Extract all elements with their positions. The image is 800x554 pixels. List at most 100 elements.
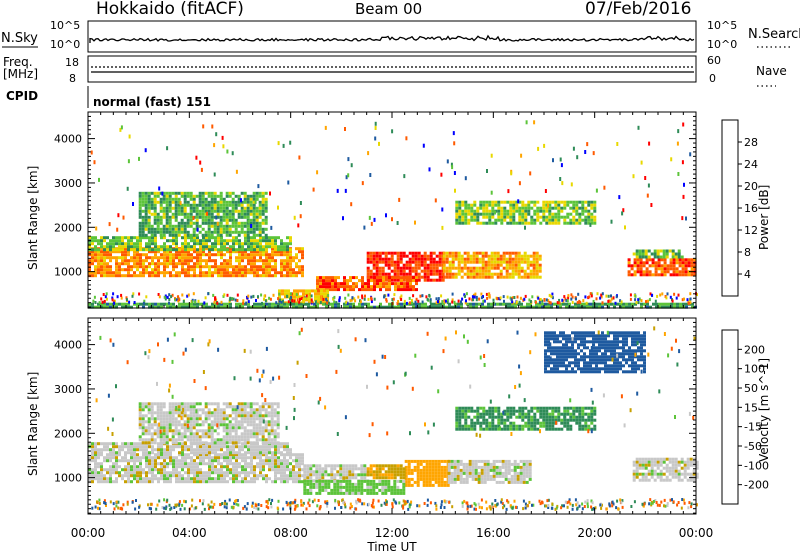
data-cell <box>463 263 467 267</box>
data-cell <box>298 305 301 309</box>
data-cell <box>165 215 169 219</box>
data-cell <box>208 253 211 257</box>
noise-cell <box>451 298 454 302</box>
data-cell <box>249 203 253 207</box>
data-cell <box>178 465 181 469</box>
sparse-echo <box>682 194 685 199</box>
data-cell <box>472 251 476 255</box>
data-cell <box>250 448 253 452</box>
data-cell <box>447 471 451 475</box>
sparse-echo <box>434 198 437 203</box>
data-cell <box>259 236 262 240</box>
data-cell <box>256 453 259 457</box>
data-cell <box>193 239 196 243</box>
data-cell <box>378 272 382 276</box>
data-cell <box>439 305 442 309</box>
data-cell <box>651 258 655 262</box>
data-cell <box>211 302 214 306</box>
data-cell <box>306 479 310 483</box>
data-cell <box>106 236 109 240</box>
data-cell <box>259 250 262 254</box>
data-cell <box>616 302 619 306</box>
data-cell <box>420 254 424 258</box>
data-cell <box>474 477 478 481</box>
data-cell <box>638 249 642 253</box>
data-cell <box>349 279 352 283</box>
data-cell <box>566 221 570 225</box>
data-cell <box>244 465 247 469</box>
sparse-echo <box>158 186 161 191</box>
data-cell <box>284 292 287 296</box>
data-cell <box>193 468 196 472</box>
data-cell <box>484 254 488 258</box>
data-cell <box>317 295 320 299</box>
data-cell <box>283 477 286 481</box>
data-cell <box>211 305 214 309</box>
data-cell <box>468 474 472 478</box>
data-cell <box>274 462 277 466</box>
data-cell <box>241 256 244 260</box>
data-cell <box>238 445 241 449</box>
data-cell <box>262 274 265 278</box>
data-cell <box>467 209 471 213</box>
data-cell <box>213 215 217 219</box>
data-cell <box>160 445 163 449</box>
noise-cell <box>571 301 574 304</box>
data-cell <box>222 215 226 219</box>
data-cell <box>247 262 250 266</box>
noise-cell <box>648 298 651 302</box>
data-cell <box>246 212 250 216</box>
data-cell <box>118 242 121 246</box>
data-cell <box>284 295 287 299</box>
data-cell <box>211 236 214 240</box>
data-cell <box>141 224 145 228</box>
data-cell <box>513 468 517 472</box>
beam-title: Beam 00 <box>355 0 422 18</box>
data-cell <box>207 203 211 207</box>
data-cell <box>400 285 403 289</box>
data-cell <box>366 257 370 261</box>
data-cell <box>443 459 447 463</box>
data-cell <box>208 459 211 463</box>
data-cell <box>641 249 645 253</box>
data-cell <box>196 253 199 257</box>
data-cell <box>130 248 133 252</box>
data-cell <box>255 227 259 231</box>
data-cell <box>244 462 247 466</box>
data-cell <box>91 448 94 452</box>
sparse-echo <box>368 215 371 220</box>
data-cell <box>145 445 148 449</box>
data-cell <box>237 200 241 204</box>
data-cell <box>178 274 181 278</box>
data-cell <box>160 474 163 478</box>
data-cell <box>301 474 304 478</box>
data-cell <box>361 276 364 280</box>
data-cell <box>235 456 238 460</box>
data-cell <box>523 305 526 309</box>
data-cell <box>536 200 540 204</box>
noise-cell <box>277 297 280 301</box>
data-cell <box>407 483 411 487</box>
data-cell <box>220 456 223 460</box>
data-cell <box>627 258 631 262</box>
data-cell <box>103 456 106 460</box>
data-cell <box>462 468 466 472</box>
noise-cell <box>320 295 323 299</box>
data-cell <box>283 462 286 466</box>
data-cell <box>298 456 301 460</box>
data-cell <box>530 215 534 219</box>
data-cell <box>298 474 301 478</box>
nave-tick-high: 60 <box>707 54 721 67</box>
data-cell <box>231 203 235 207</box>
data-cell <box>199 451 202 455</box>
sparse-echo <box>270 225 273 230</box>
data-cell <box>229 256 232 260</box>
data-cell <box>184 253 187 257</box>
data-cell <box>539 209 543 213</box>
data-cell <box>280 474 283 478</box>
noise-cell <box>289 292 292 296</box>
data-cell <box>250 480 253 484</box>
data-cell <box>528 468 532 472</box>
noise-cell <box>446 301 449 305</box>
data-cell <box>348 470 352 474</box>
